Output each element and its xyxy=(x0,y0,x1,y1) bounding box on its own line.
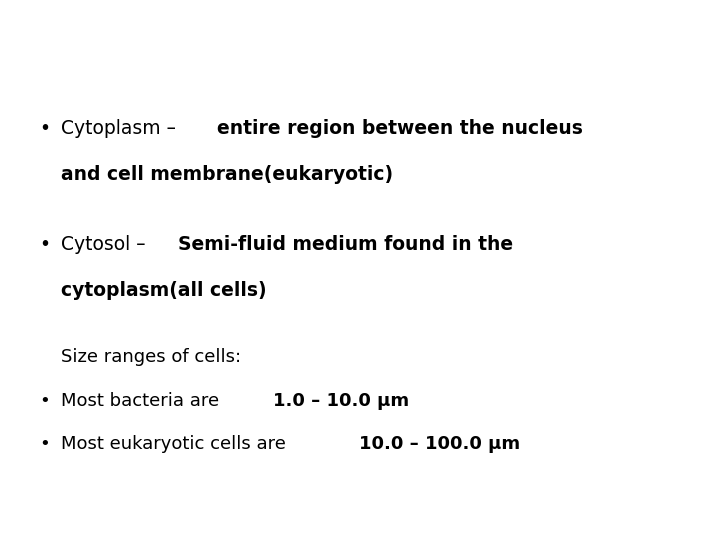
Text: Most eukaryotic cells are: Most eukaryotic cells are xyxy=(61,435,292,453)
Text: and cell membrane(eukaryotic): and cell membrane(eukaryotic) xyxy=(61,165,393,184)
Text: 10.0 – 100.0 μm: 10.0 – 100.0 μm xyxy=(359,435,520,453)
Text: •: • xyxy=(40,435,50,453)
Text: cytoplasm(all cells): cytoplasm(all cells) xyxy=(61,281,267,300)
Text: Cytosol –: Cytosol – xyxy=(61,235,152,254)
Text: entire region between the nucleus: entire region between the nucleus xyxy=(217,119,583,138)
Text: •: • xyxy=(40,235,50,254)
Text: 1.0 – 10.0 μm: 1.0 – 10.0 μm xyxy=(273,392,409,409)
Text: Most bacteria are: Most bacteria are xyxy=(61,392,225,409)
Text: Size ranges of cells:: Size ranges of cells: xyxy=(61,348,241,366)
Text: •: • xyxy=(40,392,50,409)
Text: •: • xyxy=(40,119,50,138)
Text: Semi-fluid medium found in the: Semi-fluid medium found in the xyxy=(178,235,513,254)
Text: Cytoplasm –: Cytoplasm – xyxy=(61,119,182,138)
